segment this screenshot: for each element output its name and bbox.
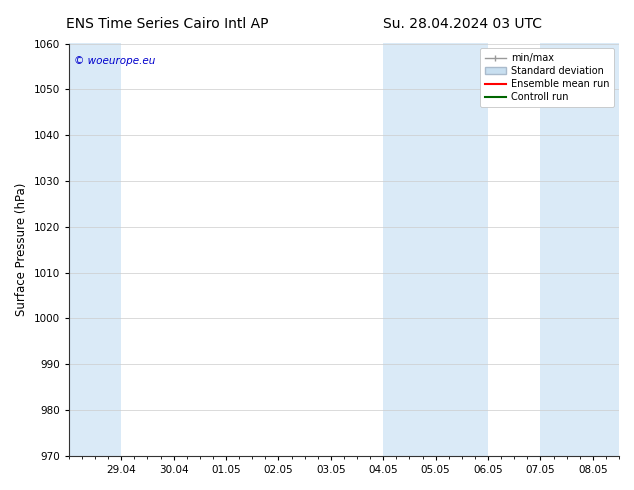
Y-axis label: Surface Pressure (hPa): Surface Pressure (hPa) <box>15 183 28 317</box>
Bar <box>69 44 121 456</box>
Bar <box>383 44 488 456</box>
Text: ENS Time Series Cairo Intl AP: ENS Time Series Cairo Intl AP <box>67 17 269 31</box>
Legend: min/max, Standard deviation, Ensemble mean run, Controll run: min/max, Standard deviation, Ensemble me… <box>480 49 614 107</box>
Bar <box>540 44 619 456</box>
Text: Su. 28.04.2024 03 UTC: Su. 28.04.2024 03 UTC <box>383 17 542 31</box>
Text: © woeurope.eu: © woeurope.eu <box>74 56 156 66</box>
